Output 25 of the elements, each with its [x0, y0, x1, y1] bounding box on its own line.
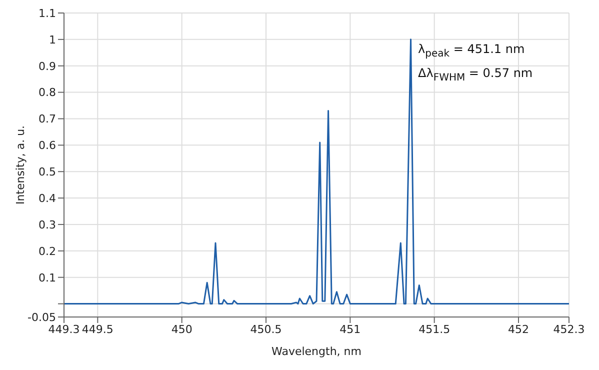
- y-tick-label: 0.6: [38, 139, 56, 152]
- y-tick-label: 0.3: [38, 218, 56, 232]
- x-tick-label: 451.5: [418, 322, 450, 336]
- y-tick-label: 0.4: [38, 192, 56, 205]
- y-tick-label: 0.5: [38, 166, 56, 179]
- x-tick-label: 450: [171, 322, 192, 336]
- x-tick-label: 452.3: [553, 322, 585, 336]
- x-tick-label: 451: [340, 322, 361, 336]
- x-tick-label: 449.3: [48, 322, 80, 336]
- y-tick-label: -0.05: [28, 310, 56, 324]
- x-tick-label: 449.5: [82, 322, 114, 336]
- y-tick-label: 0.2: [38, 244, 56, 258]
- y-tick-label: 0.8: [38, 86, 56, 100]
- y-tick-label: 0.7: [38, 112, 56, 126]
- x-tick-label: 450.5: [250, 322, 282, 336]
- line-series: [64, 38, 569, 305]
- annotation: Δλ$_{FWHM}$ = 0.57 nm: [418, 66, 533, 84]
- annotation: λ$_{peak}$ = 451.1 nm: [418, 42, 525, 60]
- y-axis-title: Intensity, a. u.: [14, 125, 27, 205]
- y-tick-label: 1: [49, 33, 56, 46]
- x-tick-label: 452: [508, 322, 529, 336]
- y-tick-label: 1.1: [38, 6, 56, 20]
- x-axis-title: Wavelength, nm: [272, 345, 362, 358]
- y-tick-label: 0.9: [38, 60, 56, 73]
- y-tick-label: 0.1: [38, 271, 56, 284]
